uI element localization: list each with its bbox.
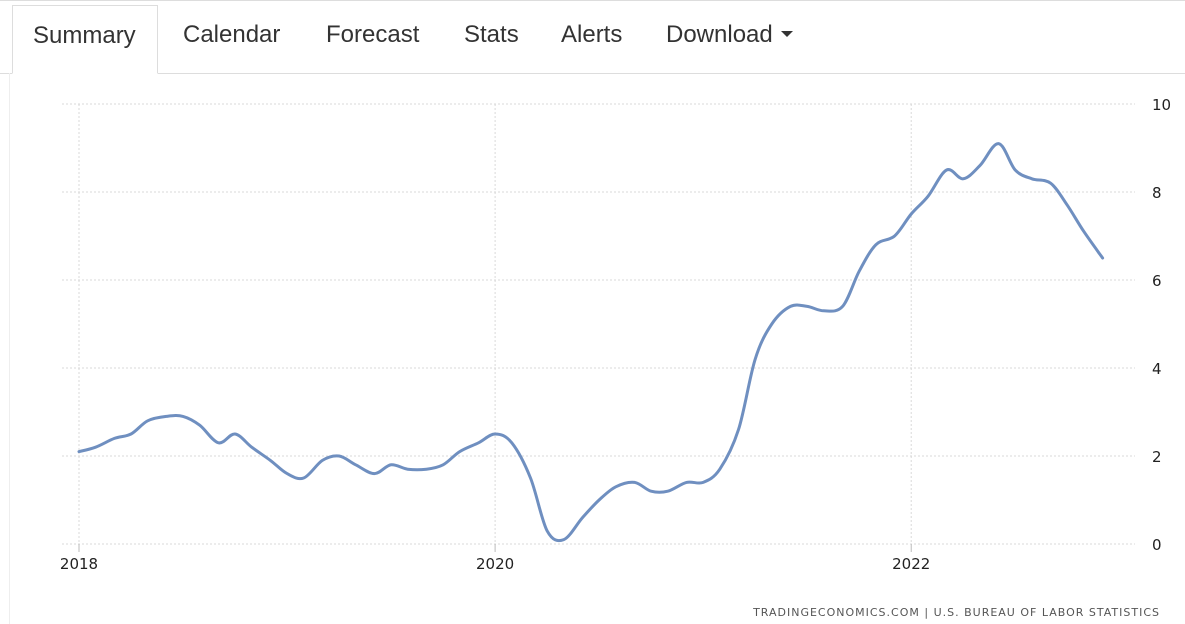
tab-download[interactable]: Download xyxy=(666,21,793,49)
tab-bar-divider xyxy=(158,73,1185,74)
x-tick-label-2022: 2022 xyxy=(892,555,930,573)
y-tick-label-2: 2 xyxy=(1152,448,1162,466)
y-tick-label-0: 0 xyxy=(1152,536,1162,554)
chart-source-credit: TRADINGECONOMICS.COM | U.S. BUREAU OF LA… xyxy=(753,606,1160,619)
tab-summary[interactable]: Summary xyxy=(12,5,158,74)
tab-bar: Summary Calendar Forecast Stats Alerts D… xyxy=(0,0,1185,74)
caret-down-icon xyxy=(780,31,793,38)
series-line-0 xyxy=(77,142,1105,543)
tab-forecast[interactable]: Forecast xyxy=(326,21,420,48)
tab-bar-divider-left xyxy=(0,73,12,74)
panel-left-border xyxy=(9,73,10,624)
tab-calendar[interactable]: Calendar xyxy=(183,21,281,48)
tab-stats[interactable]: Stats xyxy=(464,21,519,48)
tab-alerts[interactable]: Alerts xyxy=(561,21,623,48)
y-tick-label-8: 8 xyxy=(1152,184,1162,202)
y-tick-label-6: 6 xyxy=(1152,272,1162,290)
x-tick-label-2020: 2020 xyxy=(476,555,514,573)
x-tick-label-2018: 2018 xyxy=(60,555,98,573)
tab-summary-label: Summary xyxy=(33,22,136,49)
line-chart: 0 2 4 6 8 10 2018 2020 2022 xyxy=(60,96,1171,573)
y-tick-label-10: 10 xyxy=(1152,96,1171,114)
tab-download-label: Download xyxy=(666,21,773,48)
y-tick-label-4: 4 xyxy=(1152,360,1162,378)
